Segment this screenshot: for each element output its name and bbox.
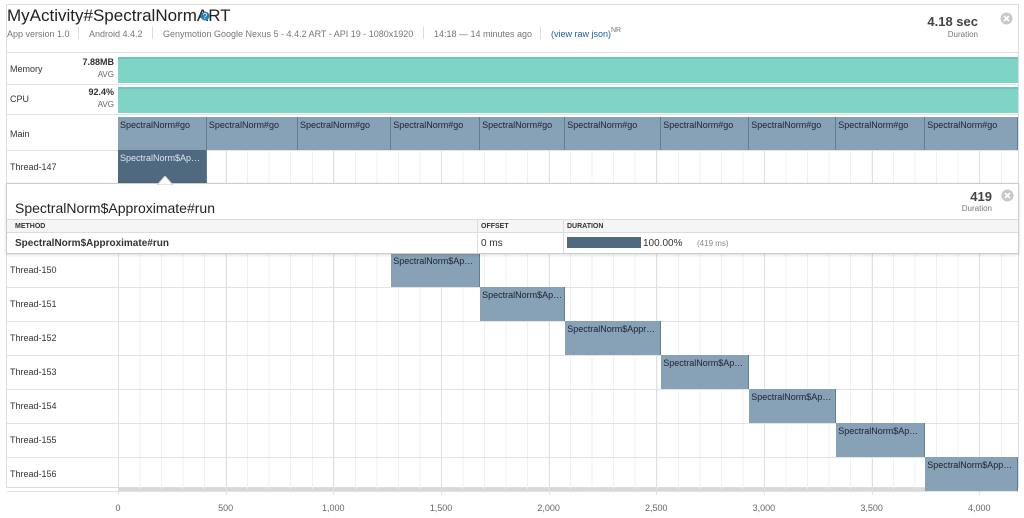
span-block[interactable]: SpectralNorm#go xyxy=(836,117,926,150)
thread-name: Thread-153 xyxy=(10,367,57,377)
x-tick-label: 500 xyxy=(218,503,234,513)
offset: 0 ms xyxy=(481,238,503,249)
column-header: OFFSET xyxy=(481,223,509,230)
raw-json-link[interactable]: (view raw json) xyxy=(551,29,612,39)
span-block[interactable]: SpectralNorm$Approximate#run xyxy=(925,457,1018,491)
column-divider xyxy=(477,220,478,253)
duration-label: Duration xyxy=(947,30,978,39)
help-icon[interactable]: ? xyxy=(200,11,210,21)
column-header: METHOD xyxy=(15,223,46,230)
divider xyxy=(7,321,1018,322)
metric-stat: AVG xyxy=(97,70,114,79)
metric-name: Memory xyxy=(10,64,43,74)
app-version: App version 1.0 xyxy=(7,29,70,39)
divider xyxy=(7,84,1018,85)
duration-bar xyxy=(567,237,641,248)
x-tick-label: 0 xyxy=(115,503,121,513)
divider xyxy=(7,457,1018,458)
grid-line xyxy=(656,117,658,495)
svg-text:?: ? xyxy=(203,12,208,21)
thread-name: Thread-151 xyxy=(10,299,57,309)
x-tick-label: 4,000 xyxy=(967,503,991,513)
thread-name: Thread-147 xyxy=(10,161,57,172)
title: MyActivity#SpectralNormART xyxy=(7,6,231,25)
span-block[interactable]: SpectralNorm#go xyxy=(391,117,481,150)
axis-band xyxy=(118,488,1018,491)
span-block[interactable]: SpectralNorm$Approximate#run xyxy=(749,389,837,423)
span-block[interactable]: SpectralNorm$Approximate#run xyxy=(480,287,566,321)
thread-name: Main xyxy=(10,128,30,139)
span-block[interactable]: SpectralNorm#go xyxy=(298,117,392,150)
metric-value: 92.4% xyxy=(88,87,114,97)
close-button[interactable] xyxy=(1000,12,1013,25)
x-tick-label: 2,000 xyxy=(537,503,560,513)
total-duration: 4.18 sec xyxy=(927,14,978,29)
span-block[interactable]: SpectralNorm$Approximate#run xyxy=(391,253,481,287)
separator xyxy=(423,27,424,39)
grid-line xyxy=(118,117,119,495)
x-tick-label: 1,500 xyxy=(429,503,453,513)
detail-panel: SpectralNorm$Approximate#run 419 Duratio… xyxy=(6,176,1019,254)
x-tick-label: 1,000 xyxy=(322,503,345,513)
divider xyxy=(7,52,1018,53)
thread-name: Thread-150 xyxy=(10,265,57,275)
span-block[interactable]: SpectralNorm#go xyxy=(925,117,1018,150)
detail-close[interactable] xyxy=(1001,189,1014,202)
device: Genymotion Google Nexus 5 - 4.4.2 ART - … xyxy=(163,29,414,39)
detail-duration: 419 xyxy=(970,189,992,204)
span-block[interactable]: SpectralNorm#go xyxy=(749,117,837,150)
divider xyxy=(7,355,1018,356)
span-block[interactable]: SpectralNorm#go xyxy=(480,117,566,150)
metric-graph xyxy=(118,57,1018,83)
thread-name: Thread-155 xyxy=(10,435,57,445)
divider xyxy=(7,150,1018,151)
grid-line xyxy=(225,117,227,495)
span-block[interactable]: SpectralNorm$Approximate#run xyxy=(661,355,750,389)
span-block[interactable]: SpectralNorm#go xyxy=(661,117,750,150)
divider xyxy=(7,423,1018,424)
separator xyxy=(540,27,541,39)
grid-line xyxy=(979,117,981,495)
metric-graph xyxy=(118,87,1018,113)
span-block[interactable]: SpectralNorm$Approximate#run xyxy=(836,423,926,457)
separator xyxy=(152,27,153,39)
metric-value: 7.88MB xyxy=(82,57,114,67)
timestamp: 14:18 — 14 minutes ago xyxy=(434,29,533,39)
grid-line xyxy=(333,117,335,495)
grid-line xyxy=(440,117,442,495)
grid-line xyxy=(763,117,765,495)
separator xyxy=(78,27,79,39)
span-block[interactable]: SpectralNorm#go xyxy=(118,117,207,150)
duration-ms: (419 ms) xyxy=(697,239,729,248)
column-divider xyxy=(563,220,564,253)
span-block[interactable]: SpectralNorm#go xyxy=(565,117,662,150)
x-tick-label: 3,500 xyxy=(860,503,883,513)
divider xyxy=(7,389,1018,390)
span-block[interactable]: SpectralNorm#go xyxy=(206,117,298,150)
thread-name: Thread-154 xyxy=(10,401,57,411)
metric-name: CPU xyxy=(10,94,30,104)
table-header xyxy=(7,219,1018,233)
column-header: DURATION xyxy=(567,223,604,230)
method-name: SpectralNorm$Approximate#run xyxy=(15,238,169,249)
divider xyxy=(7,491,1018,492)
badge: NR xyxy=(611,27,622,34)
divider xyxy=(7,114,1018,115)
grid-line xyxy=(871,117,873,495)
metric-stat: AVG xyxy=(97,100,114,109)
x-tick-label: 2,500 xyxy=(645,503,668,513)
thread-name: Thread-156 xyxy=(10,469,57,479)
pointer xyxy=(157,176,173,185)
detail-duration-label: Duration xyxy=(961,204,992,213)
span-block[interactable]: SpectralNorm$Approximate#run xyxy=(565,321,662,355)
x-tick-label: 3,000 xyxy=(752,503,776,513)
detail-title: SpectralNorm$Approximate#run xyxy=(15,200,215,216)
span-block[interactable]: SpectralNorm$Approximate#run xyxy=(118,150,207,183)
percent: 100.00% xyxy=(643,238,683,249)
thread-name: Thread-152 xyxy=(10,333,57,343)
os-version: Android 4.4.2 xyxy=(89,29,143,39)
